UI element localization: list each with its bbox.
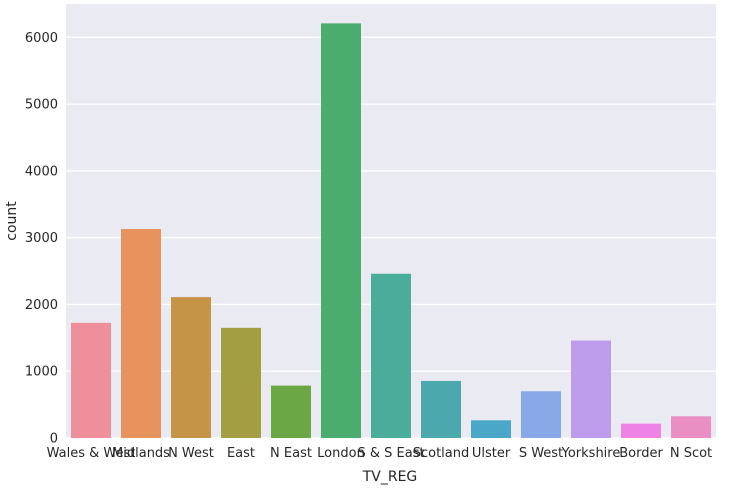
y-tick-label: 2000 — [25, 298, 58, 313]
y-axis-label: count — [4, 201, 20, 241]
x-tick-label: N Scot — [670, 446, 712, 461]
y-tick-label: 3000 — [25, 231, 58, 246]
bar — [321, 23, 361, 439]
x-tick-label: Border — [619, 446, 663, 461]
y-tick-label: 1000 — [25, 365, 58, 380]
bars — [71, 23, 711, 439]
x-tick-label: S & S East — [357, 446, 424, 461]
bar — [671, 416, 711, 438]
x-tick-label: Scotland — [413, 446, 470, 461]
x-tick-label: Midlands — [112, 446, 170, 461]
bar — [371, 273, 411, 438]
bar — [121, 229, 161, 438]
x-axis-label: TV_REG — [362, 469, 418, 485]
bar — [521, 391, 561, 438]
bar — [171, 297, 211, 438]
x-tick-label: S West — [519, 446, 563, 461]
x-tick-label: East — [227, 446, 255, 461]
y-tick-labels: 0 1000 2000 3000 4000 5000 6000 — [25, 31, 58, 447]
x-tick-label: Ulster — [472, 446, 511, 461]
x-tick-label: N East — [270, 446, 312, 461]
x-tick-label: London — [317, 446, 365, 461]
bar — [571, 340, 611, 438]
bar — [471, 420, 511, 438]
x-tick-label: Wales & West — [47, 446, 136, 461]
y-tick-label: 6000 — [25, 31, 58, 46]
y-tick-label: 5000 — [25, 98, 58, 113]
bar — [621, 423, 661, 438]
x-tick-label: Yorkshire — [561, 446, 621, 461]
bar — [221, 327, 261, 438]
bar — [271, 385, 311, 438]
y-tick-label: 4000 — [25, 164, 58, 179]
y-tick-label: 0 — [50, 432, 58, 447]
bar — [421, 380, 461, 438]
x-tick-label: N West — [168, 446, 214, 461]
bar — [71, 322, 111, 438]
